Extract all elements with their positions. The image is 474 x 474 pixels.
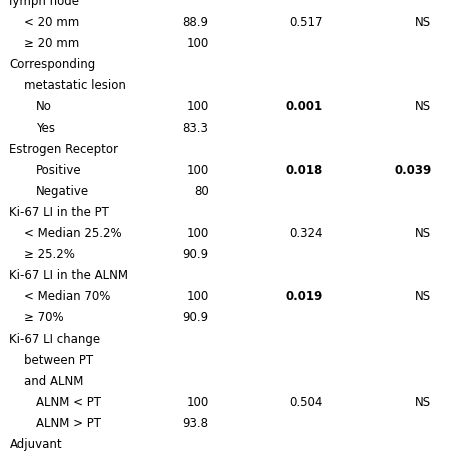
- Text: NS: NS: [415, 396, 431, 409]
- Text: Estrogen Receptor: Estrogen Receptor: [9, 143, 119, 155]
- Text: < Median 25.2%: < Median 25.2%: [24, 227, 121, 240]
- Text: ≥ 70%: ≥ 70%: [24, 311, 64, 324]
- Text: 0.517: 0.517: [289, 16, 322, 29]
- Text: NS: NS: [415, 227, 431, 240]
- Text: 100: 100: [186, 164, 209, 177]
- Text: 0.039: 0.039: [394, 164, 431, 177]
- Text: Positive: Positive: [36, 164, 81, 177]
- Text: NS: NS: [415, 16, 431, 29]
- Text: Ki-67 LI in the ALNM: Ki-67 LI in the ALNM: [9, 269, 128, 282]
- Text: 100: 100: [186, 37, 209, 50]
- Text: 100: 100: [186, 290, 209, 303]
- Text: lymph node: lymph node: [9, 0, 80, 8]
- Text: Corresponding: Corresponding: [9, 58, 96, 71]
- Text: 88.9: 88.9: [182, 16, 209, 29]
- Text: between PT: between PT: [24, 354, 93, 366]
- Text: Negative: Negative: [36, 185, 89, 198]
- Text: 83.3: 83.3: [182, 122, 209, 135]
- Text: and ALNM: and ALNM: [24, 374, 83, 388]
- Text: ALNM < PT: ALNM < PT: [36, 396, 100, 409]
- Text: metastatic lesion: metastatic lesion: [24, 79, 126, 92]
- Text: 100: 100: [186, 227, 209, 240]
- Text: Ki-67 LI change: Ki-67 LI change: [9, 333, 100, 346]
- Text: 90.9: 90.9: [182, 248, 209, 261]
- Text: 100: 100: [186, 396, 209, 409]
- Text: 0.019: 0.019: [285, 290, 322, 303]
- Text: 93.8: 93.8: [182, 417, 209, 430]
- Text: 0.018: 0.018: [285, 164, 322, 177]
- Text: Yes: Yes: [36, 122, 55, 135]
- Text: < 20 mm: < 20 mm: [24, 16, 79, 29]
- Text: 80: 80: [194, 185, 209, 198]
- Text: Adjuvant: Adjuvant: [9, 438, 62, 451]
- Text: 0.504: 0.504: [289, 396, 322, 409]
- Text: NS: NS: [415, 290, 431, 303]
- Text: 90.9: 90.9: [182, 311, 209, 324]
- Text: Ki-67 LI in the PT: Ki-67 LI in the PT: [9, 206, 109, 219]
- Text: < Median 70%: < Median 70%: [24, 290, 110, 303]
- Text: 0.001: 0.001: [285, 100, 322, 113]
- Text: ≥ 20 mm: ≥ 20 mm: [24, 37, 79, 50]
- Text: 100: 100: [186, 100, 209, 113]
- Text: ALNM > PT: ALNM > PT: [36, 417, 100, 430]
- Text: No: No: [36, 100, 51, 113]
- Text: 0.324: 0.324: [289, 227, 322, 240]
- Text: NS: NS: [415, 100, 431, 113]
- Text: ≥ 25.2%: ≥ 25.2%: [24, 248, 74, 261]
